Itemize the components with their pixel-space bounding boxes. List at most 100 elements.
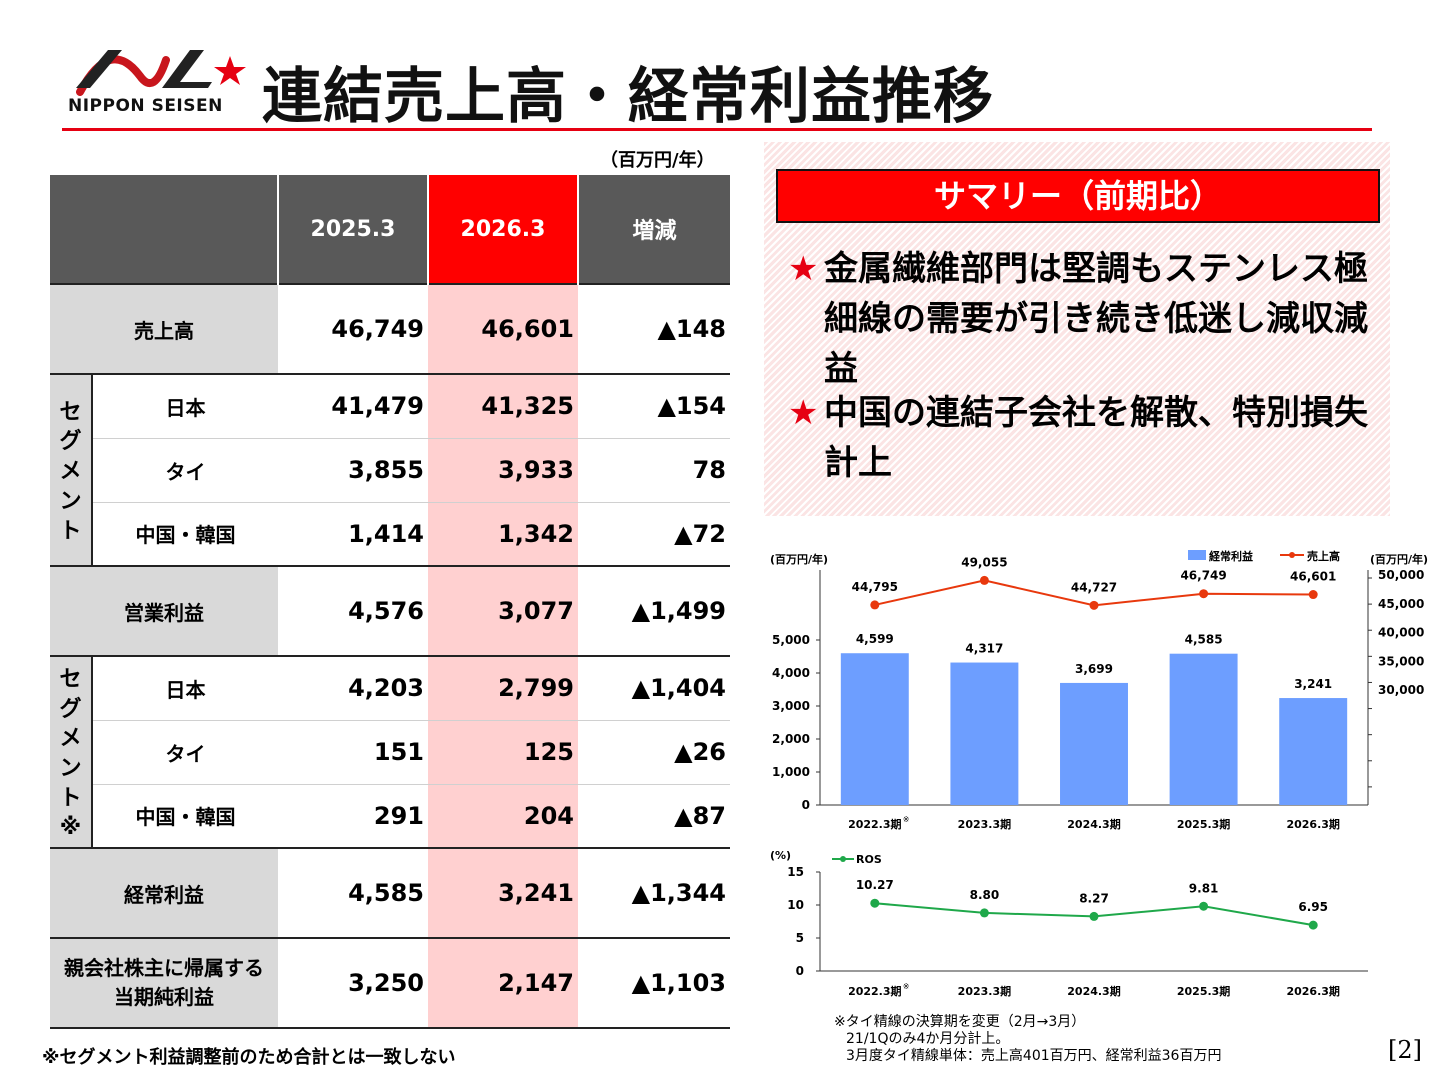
line-data-label: 44,795 <box>852 580 898 594</box>
row-sub-label: 日本 <box>91 655 278 720</box>
table-row: 中国・韓国 1,414 1,342 ▲72 <box>50 501 730 566</box>
company-logo-text: NIPPON SEISEN <box>68 96 223 116</box>
cell-2026: 3,241 <box>428 847 578 938</box>
x-tick-mark: ※ <box>903 815 910 824</box>
line-point <box>979 908 989 918</box>
line-point <box>1199 901 1209 911</box>
cell-2026: 3,933 <box>428 437 578 502</box>
table-row: 中国・韓国 291 204 ▲87 <box>50 783 730 848</box>
bar <box>1169 653 1238 805</box>
x-tick-label: 2024.3期 <box>1067 817 1120 831</box>
table-row: セグメント 日本 41,479 41,325 ▲154 <box>50 373 730 566</box>
x-tick-label: 2025.3期 <box>1177 984 1230 998</box>
company-logo <box>76 50 246 96</box>
cell-2026: 125 <box>428 719 578 784</box>
bar-data-label: 4,599 <box>856 632 894 646</box>
line-point <box>979 575 989 585</box>
y-tick-label: 10 <box>787 898 804 912</box>
summary-bullet-text: 金属繊維部門は堅調もステンレス極細線の需要が引き続き低迷し減収減益 <box>824 249 1368 389</box>
footnote-line: ※タイ精線の決算期を変更（2月→3月） <box>834 1014 1086 1030</box>
row-sub-label: 中国・韓国 <box>91 783 278 848</box>
line-point <box>870 898 880 908</box>
summary-title: サマリー（前期比） <box>776 169 1380 223</box>
summary-bullet: ★ 金属繊維部門は堅調もステンレス極細線の需要が引き続き低迷し減収減益 <box>788 244 1388 394</box>
row-label: 営業利益 <box>50 565 278 656</box>
x-tick-mark: ※ <box>903 982 910 991</box>
header-2026: 2026.3 <box>427 175 578 284</box>
table-row: 売上高 46,749 46,601 ▲148 <box>50 283 730 374</box>
bar <box>840 653 909 805</box>
y-tick-label: 0 <box>796 964 804 978</box>
cell-diff: ▲1,499 <box>578 565 730 656</box>
header-blank <box>50 175 278 284</box>
y-axis-label-right: (百万円/年) <box>1370 552 1428 566</box>
cell-2025: 46,749 <box>278 283 428 374</box>
x-tick-label: 2022.3期 <box>848 984 901 998</box>
row-sub-label: 中国・韓国 <box>91 501 278 566</box>
header-2025: 2025.3 <box>277 175 428 284</box>
line-data-label: 44,727 <box>1071 580 1117 594</box>
line-data-label: 10.27 <box>856 878 894 892</box>
line-data-label: 6.95 <box>1298 900 1328 914</box>
cell-2025: 3,855 <box>278 437 428 502</box>
y-tick-label-right: 45,000 <box>1378 597 1424 611</box>
legend-label: 経常利益 <box>1209 549 1253 563</box>
table-row: セグメント※ 日本 4,203 2,799 ▲1,404 <box>50 655 730 848</box>
sales-profit-chart: (百万円/年) (百万円/年) 0 1,000 2,000 3,000 4,000 5,000… <box>770 549 1428 831</box>
y-tick-label-right: 30,000 <box>1378 683 1424 697</box>
cell-2026: 2,147 <box>428 937 578 1029</box>
legend-marker <box>1289 552 1295 558</box>
cell-diff: ▲1,344 <box>578 847 730 938</box>
line-point <box>1089 600 1099 610</box>
y-tick-label: 5 <box>796 931 804 945</box>
cell-diff: ▲1,404 <box>578 655 730 720</box>
bar-data-label: 3,699 <box>1075 662 1113 676</box>
page-title: 連結売上高・経常利益推移 <box>262 62 994 132</box>
cell-2025: 3,250 <box>278 937 428 1029</box>
line-point <box>870 600 880 610</box>
cell-2026: 41,325 <box>428 373 578 438</box>
legend-label: ROS <box>856 853 882 866</box>
y-axis-label-left: (百万円/年) <box>770 552 828 566</box>
footnote-line: 21/1Qのみ4か月分計上。 <box>846 1031 1010 1047</box>
cell-diff: 78 <box>578 437 730 502</box>
title-underline <box>62 128 1372 131</box>
line-data-label: 46,601 <box>1290 570 1336 584</box>
cell-diff: ▲72 <box>578 501 730 566</box>
table-header-row: 2025.3 2026.3 増減 <box>50 175 730 284</box>
cell-diff: ▲87 <box>578 783 730 848</box>
star-icon: ★ <box>788 393 819 433</box>
star-icon: ★ <box>788 249 819 289</box>
row-sub-label: タイ <box>91 437 278 502</box>
bar <box>1060 682 1128 805</box>
y-tick-label: 15 <box>787 865 804 879</box>
x-tick-label: 2026.3期 <box>1286 817 1339 831</box>
cell-diff: ▲148 <box>578 283 730 374</box>
segment-label-text: セグメント <box>59 399 82 544</box>
cell-2025: 291 <box>278 783 428 848</box>
x-tick-label: 2024.3期 <box>1067 984 1120 998</box>
header-diff: 増減 <box>577 175 730 284</box>
y-tick-label: 0 <box>802 798 810 812</box>
line-point <box>1308 590 1318 600</box>
line-data-label: 9.81 <box>1189 881 1219 895</box>
legend-marker <box>840 856 846 862</box>
y-tick-label-right: 40,000 <box>1378 626 1424 640</box>
line-data-label: 8.80 <box>970 888 1000 902</box>
footnote-line: 3月度タイ精線単体：売上高401百万円、経常利益36百万円 <box>846 1048 1222 1064</box>
table-note: ※セグメント利益調整前のため合計とは一致しない <box>42 1047 456 1068</box>
y-tick-label: 5,000 <box>772 633 810 647</box>
chart-footnote: ※タイ精線の決算期を変更（2月→3月） 21/1Qのみ4か月分計上。 3月度タイ… <box>834 1014 1221 1065</box>
summary-bullet-text: 中国の連結子会社を解散、特別損失計上 <box>824 393 1368 483</box>
x-tick-label: 2025.3期 <box>1177 817 1230 831</box>
legend-label: 売上高 <box>1307 549 1340 563</box>
cell-2025: 41,479 <box>278 373 428 438</box>
y-tick-label: 2,000 <box>772 732 810 746</box>
line-point <box>1308 920 1318 930</box>
row-label: 売上高 <box>50 283 278 374</box>
summary-bullet: ★ 中国の連結子会社を解散、特別損失計上 <box>788 388 1388 488</box>
table-unit: （百万円/年） <box>600 150 715 171</box>
legend-swatch-bar <box>1188 550 1206 560</box>
y-tick-label: 3,000 <box>772 699 810 713</box>
cell-2025: 151 <box>278 719 428 784</box>
